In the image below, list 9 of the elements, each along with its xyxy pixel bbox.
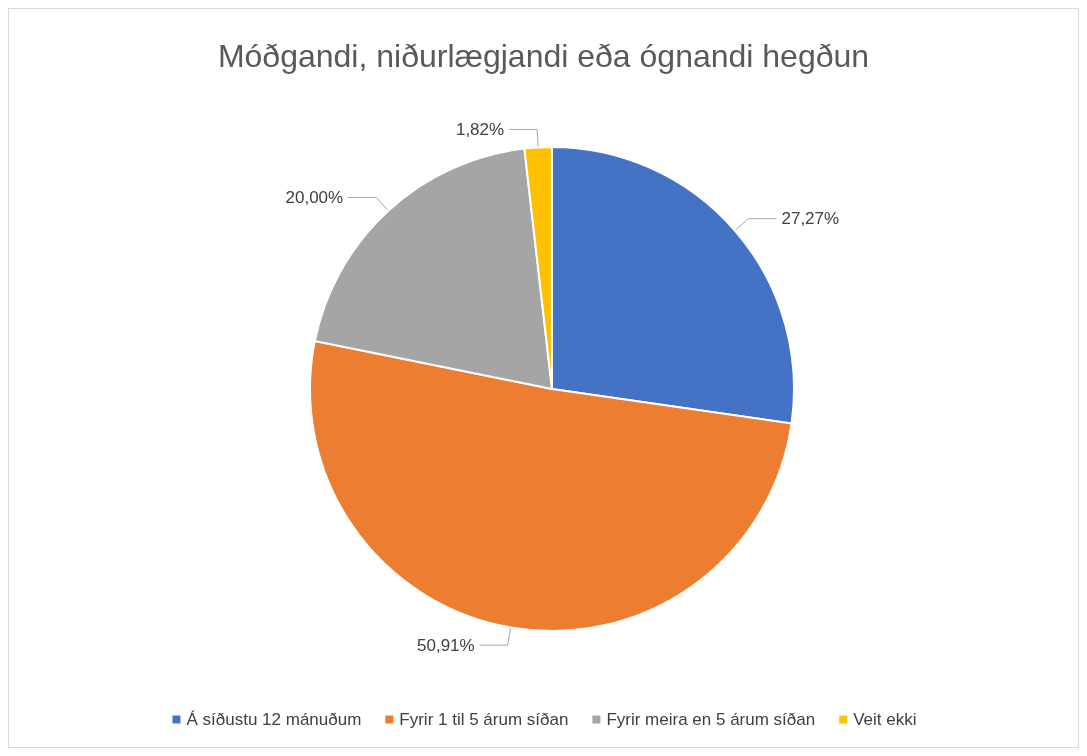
data-label: 1,82% [455, 119, 505, 139]
legend-label: Veit ekki [853, 710, 917, 729]
legend-label: Fyrir 1 til 5 árum síðan [399, 710, 569, 729]
data-label: 50,91% [417, 635, 475, 655]
data-label: 27,27% [781, 209, 840, 229]
data-label: 20,00% [285, 187, 344, 207]
legend-label: Á síðustu 12 mánuðum [186, 710, 362, 729]
chart-title: Móðgandi, niðurlægjandi eða ógnandi hegðun [217, 38, 870, 74]
legend-label: Fyrir meira en 5 árum síðan [606, 710, 816, 729]
